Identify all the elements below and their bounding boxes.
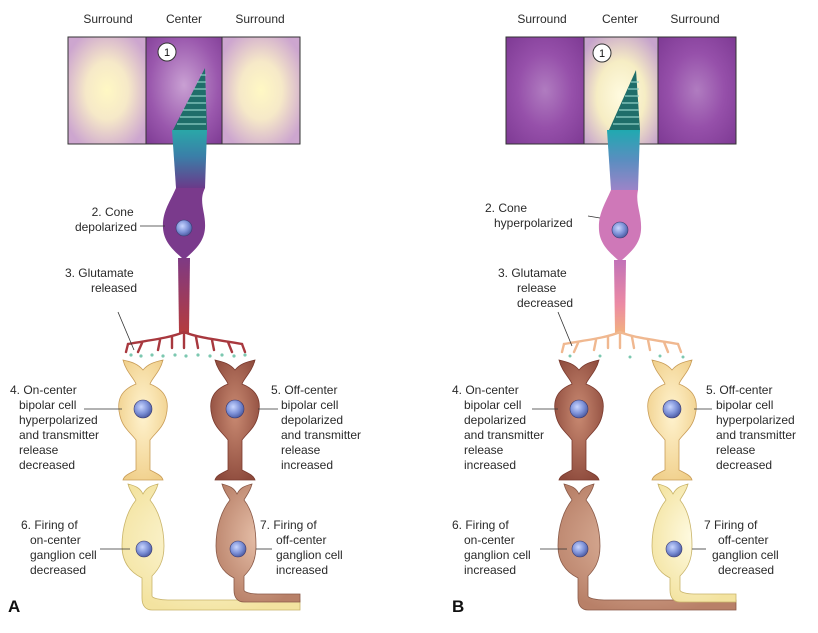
label-on-ganglion-b: 6. Firing of on-center ganglion cell inc… bbox=[452, 518, 534, 577]
surround-label-left: Surround bbox=[517, 12, 566, 26]
cone-nucleus bbox=[611, 221, 629, 239]
label-off-bipolar-b: 5. Off-center bipolar cell hyperpolarize… bbox=[706, 383, 799, 472]
panel-b-labels: 2. Cone hyperpolarized 3. Glutamate rele… bbox=[452, 201, 799, 577]
label-off-ganglion-b: 7 Firing of off-center ganglion cell dec… bbox=[704, 518, 782, 577]
surround-label-left: Surround bbox=[83, 12, 132, 26]
off-bipolar-nucleus bbox=[225, 399, 245, 419]
on-ganglion-nucleus bbox=[571, 540, 589, 558]
cone-terminal bbox=[560, 330, 683, 354]
label-off-bipolar-a: 5. Off-center bipolar cell depolarized a… bbox=[271, 383, 364, 472]
label-glutamate-b: 3. Glutamate release decreased bbox=[498, 266, 573, 310]
on-ganglion-nucleus bbox=[135, 540, 153, 558]
cone-outer-segment bbox=[609, 70, 640, 130]
label-cone-state-b: 2. Cone hyperpolarized bbox=[485, 201, 573, 230]
panel-letter-a: A bbox=[8, 597, 20, 616]
label-glutamate-a: 3. Glutamate released bbox=[65, 266, 137, 295]
on-bipolar-nucleus bbox=[133, 399, 153, 419]
label-on-ganglion-a: 6. Firing of on-center ganglion cell dec… bbox=[21, 518, 100, 577]
glutamate-vesicles bbox=[129, 353, 247, 358]
surround-label-right: Surround bbox=[235, 12, 284, 26]
center-label: Center bbox=[602, 12, 638, 26]
label-off-ganglion-a: 7. Firing of off-center ganglion cell in… bbox=[260, 518, 346, 577]
on-center-bipolar-cell bbox=[118, 359, 168, 481]
on-center-ganglion-cell bbox=[121, 483, 301, 611]
panel-a: Surround Center Surround 1 bbox=[8, 12, 364, 616]
panel-a-labels: 2. Cone depolarized 3. Glutamate release… bbox=[10, 205, 364, 577]
center-label: Center bbox=[166, 12, 202, 26]
step-1-number: 1 bbox=[164, 47, 170, 59]
surround-field-left bbox=[68, 37, 146, 144]
panel-letter-b: B bbox=[452, 597, 464, 616]
label-cone-state-a: 2. Cone depolarized bbox=[75, 205, 137, 234]
surround-field-left bbox=[506, 37, 584, 144]
cone-inner-segment bbox=[607, 130, 640, 190]
label-on-bipolar-b: 4. On-center bipolar cell depolarized an… bbox=[452, 383, 547, 472]
surround-field-right bbox=[222, 37, 300, 144]
surround-label-right: Surround bbox=[670, 12, 719, 26]
cone-axon bbox=[178, 258, 190, 334]
cone-axon bbox=[614, 260, 626, 334]
cone-inner-segment bbox=[172, 130, 207, 188]
off-center-bipolar-cell bbox=[647, 359, 697, 481]
on-center-ganglion-cell bbox=[557, 483, 737, 611]
on-bipolar-nucleus bbox=[569, 399, 589, 419]
off-ganglion-nucleus bbox=[665, 540, 683, 558]
on-center-bipolar-cell bbox=[554, 359, 604, 481]
off-ganglion-nucleus bbox=[229, 540, 247, 558]
cone-terminal bbox=[124, 330, 247, 354]
cone-outer-segment bbox=[173, 68, 207, 130]
step-1-number: 1 bbox=[599, 48, 605, 60]
step-1-marker bbox=[592, 43, 612, 63]
off-bipolar-nucleus bbox=[662, 399, 682, 419]
label-on-bipolar-a: 4. On-center bipolar cell hyperpolarized… bbox=[10, 383, 102, 472]
step-1-marker bbox=[157, 42, 177, 62]
off-center-ganglion-cell bbox=[215, 483, 301, 603]
cone-nucleus bbox=[175, 219, 193, 237]
glutamate-vesicles bbox=[568, 354, 685, 359]
off-center-ganglion-cell bbox=[651, 483, 737, 603]
surround-field-right bbox=[658, 37, 736, 144]
panel-b: Surround Center Surround 1 bbox=[452, 12, 799, 616]
off-center-bipolar-cell bbox=[210, 359, 260, 481]
